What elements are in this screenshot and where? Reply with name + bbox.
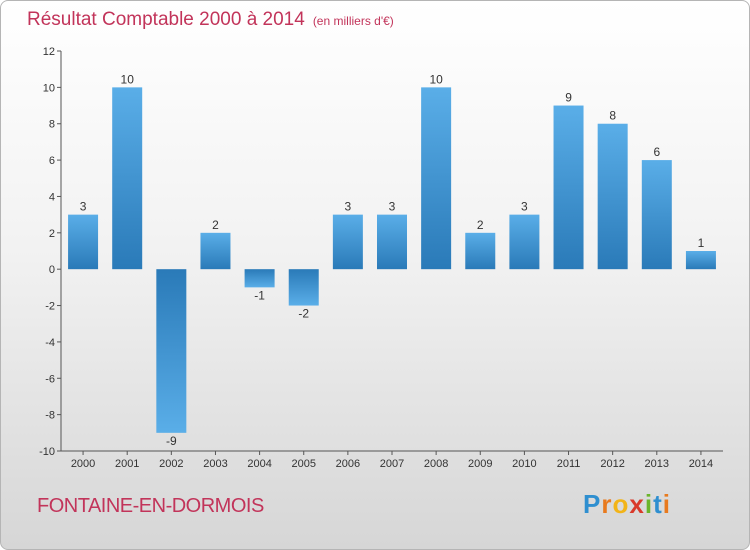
value-label: -1 [254,288,265,302]
chart-title-text: Résultat Comptable 2000 à 2014 [27,9,305,30]
logo-letter: r [601,489,613,519]
y-tick-label: -6 [45,373,55,385]
value-label: 6 [653,145,660,159]
y-tick-label: 0 [49,264,55,276]
x-tick-label: 2002 [159,458,183,470]
chart-subtitle: (en milliers d'€) [312,14,394,28]
x-tick-label: 2009 [468,458,492,470]
x-tick-label: 2008 [424,458,448,470]
value-label: 10 [429,72,443,86]
y-tick-label: -10 [39,446,55,458]
logo-letter: o [612,489,630,519]
value-label: 3 [80,200,87,214]
value-label: 8 [609,109,616,123]
bar [641,160,672,270]
proxiti-logo: Proxiti [583,489,671,520]
bar [200,232,231,270]
x-tick-label: 2005 [291,458,315,470]
bar [597,123,628,270]
x-tick-label: 2006 [336,458,360,470]
logo-letter: t [653,489,663,519]
logo-letter: i [644,489,654,519]
value-label: 1 [698,236,705,250]
bar [244,269,275,288]
bar [288,269,319,306]
bar [332,214,363,270]
value-label: 3 [345,200,352,214]
bar [685,251,716,270]
value-label: -9 [166,434,177,448]
y-tick-label: 4 [49,191,55,203]
y-tick-label: -2 [45,301,55,313]
value-label: 3 [521,200,528,214]
x-tick-label: 2012 [600,458,624,470]
bar [68,214,99,270]
value-label: 9 [565,91,572,105]
bar [156,269,187,433]
bar [465,232,496,270]
y-tick-label: -4 [45,337,55,349]
x-tick-label: 2014 [689,458,713,470]
logo-letter: i [662,489,671,519]
y-tick-label: 10 [43,82,55,94]
bar [509,214,540,270]
logo-letter: x [629,489,645,519]
x-tick-label: 2000 [71,458,95,470]
value-label: 10 [121,72,135,86]
bar [553,105,584,270]
chart-title: Résultat Comptable 2000 à 2014 (en millie… [27,9,394,31]
value-label: 2 [477,218,484,232]
x-tick-label: 2010 [512,458,536,470]
x-tick-label: 2007 [380,458,404,470]
y-tick-label: 2 [49,228,55,240]
bar [421,87,452,270]
x-tick-label: 2001 [115,458,139,470]
x-tick-label: 2003 [203,458,227,470]
x-tick-label: 2011 [557,458,581,470]
value-label: 3 [389,200,396,214]
y-tick-label: -8 [45,410,55,422]
y-tick-label: 8 [49,119,55,131]
place-name: FONTAINE-EN-DORMOIS [37,495,264,517]
x-tick-label: 2004 [247,458,271,470]
value-label: 2 [212,218,219,232]
bar [112,87,143,270]
logo-letter: P [583,489,602,519]
value-label: -2 [298,307,309,321]
y-tick-label: 12 [43,46,55,58]
y-tick-label: 6 [49,155,55,167]
x-tick-label: 2013 [645,458,669,470]
bar [377,214,407,270]
